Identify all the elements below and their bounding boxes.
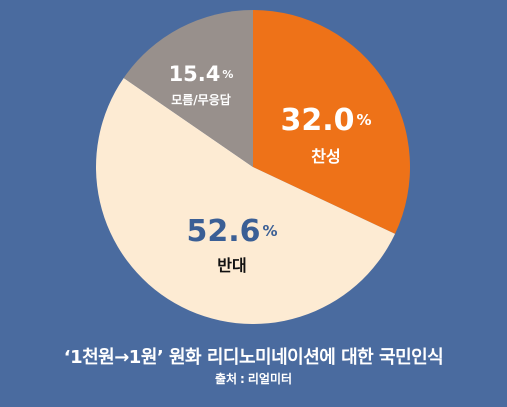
source-value: 리얼미터 <box>247 372 293 386</box>
chart-title: ‘1천원→1원’ 원화 리디노미네이션에 대한 국민인식 <box>63 347 444 368</box>
source-separator: : <box>240 372 245 386</box>
pie-slice-agree <box>253 10 410 234</box>
pie-slice-disagree <box>96 77 396 324</box>
slice-value-agree: 32.0% <box>280 103 371 138</box>
slice-value-disagree: 52.6% <box>186 214 277 249</box>
slice-label-unknown: 모름/무응답 <box>171 92 231 107</box>
chart-source: 출처: 리얼미터 <box>0 370 507 387</box>
slice-label-agree: 찬성 <box>311 147 340 166</box>
pie-slice-unknown <box>123 10 253 167</box>
source-label: 출처 <box>214 372 238 386</box>
slice-value-unknown: 15.4% <box>169 62 234 86</box>
slice-label-disagree: 반대 <box>217 256 246 275</box>
